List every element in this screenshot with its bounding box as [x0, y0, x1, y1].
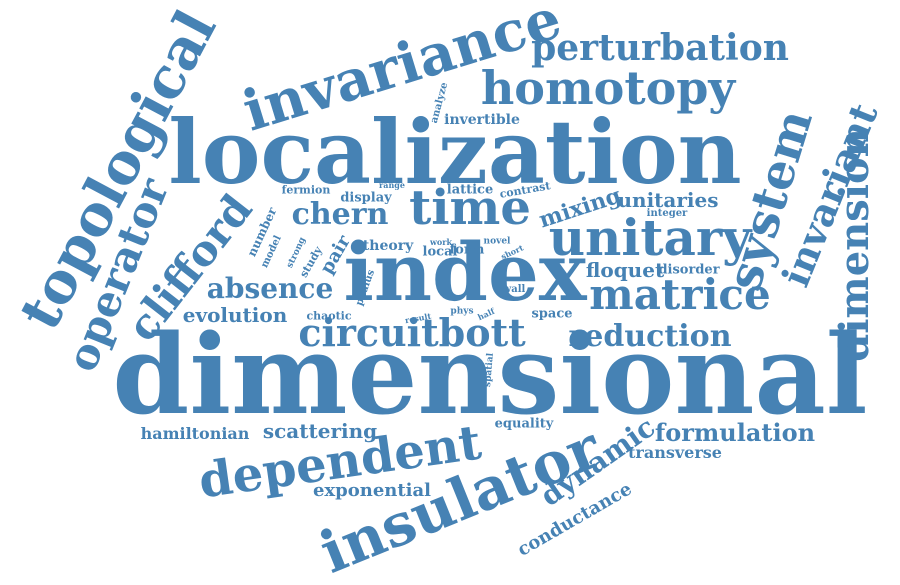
word-absence: absence	[206, 272, 334, 305]
word-circuitbott: circuitbott	[298, 310, 526, 355]
word-time: time	[409, 180, 531, 236]
word-chern: chern	[291, 197, 389, 232]
word-novel: novel	[483, 236, 511, 247]
word-fermion: fermion	[281, 183, 331, 197]
word-theory: theory	[362, 238, 414, 254]
word-form: form	[449, 242, 485, 258]
word-formulation: formulation	[654, 418, 816, 447]
word-invertible: invertible	[444, 112, 520, 128]
word-perturbation: perturbation	[531, 27, 789, 69]
word-unitary: unitary	[548, 208, 752, 267]
word-phys: phys	[450, 306, 474, 317]
word-chaotic: chaotic	[306, 309, 352, 323]
word-hamiltonian: hamiltonian	[140, 424, 250, 443]
word-homotopy: homotopy	[480, 61, 736, 115]
word-unitaries: unitaries	[617, 188, 719, 212]
word-disorder: disorder	[658, 262, 720, 278]
word-matrice: matrice	[589, 270, 771, 319]
word-display: display	[340, 190, 392, 206]
word-floquet: floquet	[585, 258, 665, 282]
word-index: index	[343, 225, 587, 319]
word-lattice: lattice	[446, 182, 494, 198]
word-transverse: transverse	[628, 443, 722, 462]
word-integer: integer	[646, 208, 688, 219]
word-range: range	[379, 180, 405, 190]
word-local: local	[422, 244, 458, 260]
word-dimensional: dimensional	[112, 310, 868, 439]
word-evolution: evolution	[182, 303, 288, 327]
word-wall: wall	[502, 284, 526, 295]
word-exponential: exponential	[312, 480, 432, 501]
word-equality: equality	[494, 416, 554, 432]
word-space: space	[531, 306, 573, 322]
word-localization: localization	[168, 100, 742, 204]
word-work: work	[430, 237, 452, 247]
word-reduction: reduction	[568, 319, 732, 354]
word-scattering: scattering	[262, 419, 378, 443]
